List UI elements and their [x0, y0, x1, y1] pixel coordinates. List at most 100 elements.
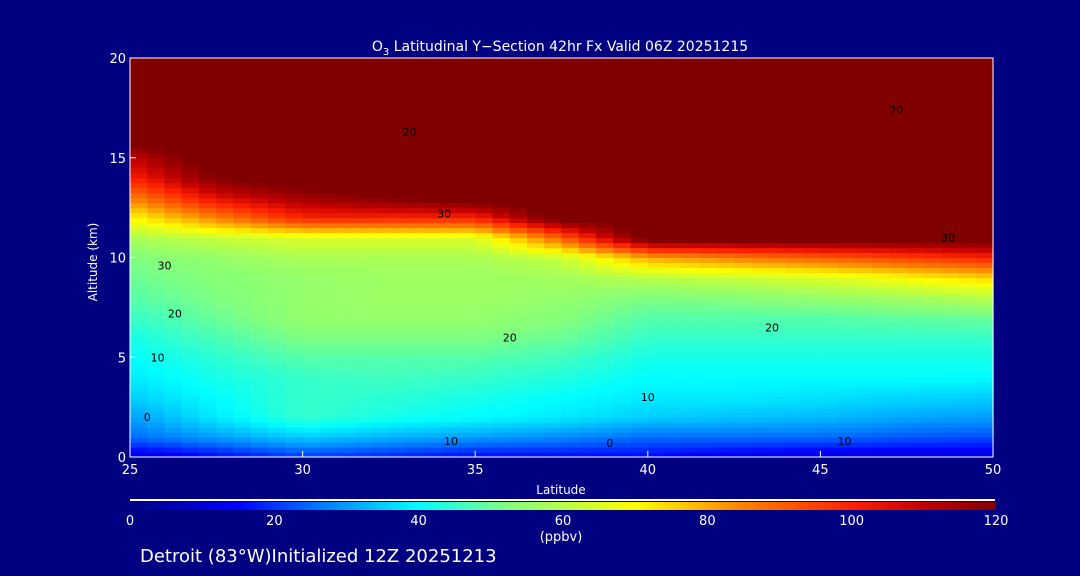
heatmap-cell	[889, 252, 908, 259]
heatmap-cell	[337, 187, 355, 194]
heatmap-cell	[665, 102, 683, 109]
heatmap-cell	[699, 227, 718, 234]
heatmap-cell	[285, 292, 304, 298]
heatmap-cell	[147, 97, 166, 104]
heatmap-cell	[337, 272, 355, 279]
heatmap-cell	[147, 172, 166, 179]
heatmap-cell	[716, 212, 735, 219]
contour-label: 10	[444, 435, 458, 448]
heatmap-cell	[785, 157, 804, 164]
heatmap-cell	[181, 287, 200, 294]
heatmap-cell	[768, 87, 787, 94]
heatmap-cell	[596, 437, 614, 443]
heatmap-cell	[337, 77, 355, 84]
heatmap-cell	[768, 332, 787, 338]
heatmap-cell	[268, 327, 286, 333]
heatmap-cell	[544, 257, 563, 264]
heatmap-cell	[216, 427, 235, 433]
heatmap-cell	[319, 127, 338, 134]
heatmap-cell	[906, 97, 925, 104]
heatmap-cell	[147, 137, 166, 144]
heatmap-cell	[837, 252, 856, 259]
heatmap-cell	[406, 127, 425, 134]
heatmap-cell	[820, 82, 839, 89]
heatmap-cell	[613, 442, 632, 448]
heatmap-cell	[319, 122, 338, 129]
heatmap-cell	[216, 162, 235, 169]
heatmap-cell	[181, 372, 200, 378]
heatmap-cell	[854, 117, 873, 124]
heatmap-cell	[699, 292, 718, 298]
heatmap-cell	[216, 392, 235, 398]
heatmap-cell	[199, 317, 217, 323]
heatmap-cell	[975, 302, 994, 308]
heatmap-cell	[768, 92, 787, 99]
heatmap-cell	[613, 82, 632, 89]
heatmap-cell	[872, 177, 891, 184]
heatmap-cell	[734, 352, 752, 358]
heatmap-cell	[440, 342, 459, 348]
heatmap-cell	[164, 382, 183, 388]
heatmap-cell	[716, 357, 735, 363]
heatmap-cell	[475, 137, 494, 144]
heatmap-cell	[164, 112, 183, 119]
heatmap-cell	[837, 192, 856, 199]
heatmap-cell	[578, 237, 597, 244]
heatmap-cell	[354, 62, 373, 69]
heatmap-cell	[699, 252, 718, 259]
heatmap-cell	[820, 242, 839, 249]
heatmap-cell	[630, 92, 649, 99]
heatmap-cell	[371, 117, 390, 124]
heatmap-cell	[423, 117, 442, 124]
heatmap-cell	[734, 112, 752, 119]
heatmap-cell	[406, 112, 425, 119]
heatmap-cell	[423, 132, 442, 139]
heatmap-cell	[130, 257, 148, 264]
heatmap-cell	[181, 252, 200, 259]
heatmap-cell	[544, 92, 563, 99]
heatmap-cell	[975, 58, 994, 64]
heatmap-cell	[958, 62, 977, 69]
heatmap-cell	[199, 312, 217, 318]
heatmap-cell	[647, 62, 666, 69]
heatmap-cell	[475, 212, 494, 219]
heatmap-cell	[768, 202, 787, 209]
heatmap-cell	[319, 412, 338, 418]
heatmap-cell	[820, 307, 839, 313]
heatmap-cell	[854, 147, 873, 154]
heatmap-cell	[285, 217, 304, 224]
heatmap-cell	[613, 187, 632, 194]
heatmap-cell	[682, 192, 701, 199]
heatmap-cell	[561, 77, 580, 84]
heatmap-cell	[906, 302, 925, 308]
heatmap-cell	[337, 132, 355, 139]
heatmap-cell	[872, 442, 891, 448]
heatmap-cell	[906, 77, 925, 84]
heatmap-cell	[975, 127, 994, 134]
heatmap-cell	[596, 222, 614, 229]
heatmap-cell	[423, 202, 442, 209]
heatmap-cell	[596, 412, 614, 418]
heatmap-cell	[199, 337, 217, 343]
heatmap-cell	[837, 182, 856, 189]
heatmap-cell	[406, 247, 425, 254]
heatmap-cell	[268, 452, 286, 458]
heatmap-cell	[699, 417, 718, 423]
heatmap-cell	[337, 422, 355, 428]
heatmap-cell	[751, 297, 770, 303]
heatmap-cell	[526, 437, 545, 443]
heatmap-cell	[285, 367, 304, 373]
heatmap-cell	[578, 397, 597, 403]
heatmap-cell	[526, 397, 545, 403]
heatmap-cell	[406, 117, 425, 124]
heatmap-cell	[388, 302, 407, 308]
heatmap-cell	[130, 182, 148, 189]
heatmap-cell	[699, 242, 718, 249]
heatmap-cell	[147, 257, 166, 264]
heatmap-cell	[803, 452, 821, 458]
heatmap-cell	[803, 312, 821, 318]
heatmap-cell	[837, 92, 856, 99]
heatmap-cell	[526, 342, 545, 348]
heatmap-cell	[147, 357, 166, 363]
heatmap-cell	[647, 327, 666, 333]
